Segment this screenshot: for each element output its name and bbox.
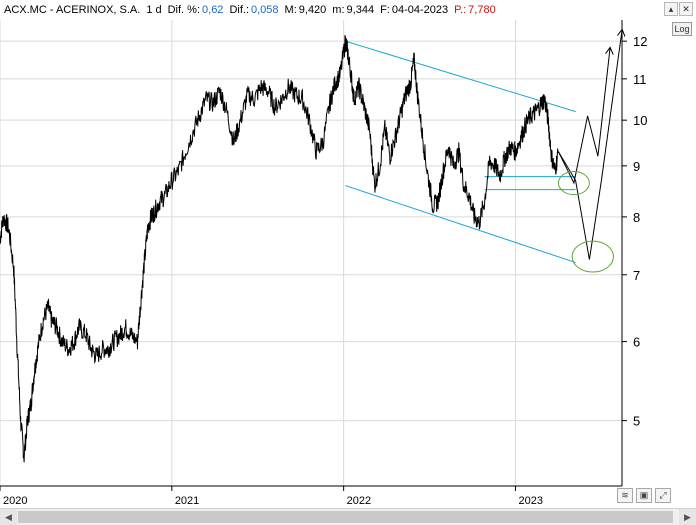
y-tick-label: 12 [633, 34, 647, 49]
channel-upper-line [345, 40, 576, 113]
date-label: F: [380, 4, 390, 16]
compress-icon[interactable]: ≋ [617, 488, 633, 503]
collapse-up-icon[interactable]: ▴ [664, 2, 678, 16]
y-tick-label: 11 [633, 72, 647, 87]
projection-arrow [557, 30, 622, 260]
target-circle [571, 240, 614, 273]
date-value: 04-04-2023 [391, 4, 449, 16]
y-tick-label: 9 [633, 159, 640, 174]
scroll-thumb[interactable] [18, 511, 673, 523]
symbol-name: ACX.MC - ACERINOX, S.A. [4, 4, 141, 16]
chart-tools: ≋ ▣ ⤢ [617, 488, 671, 503]
dif-pct-value: 0,62 [202, 4, 224, 16]
close-icon[interactable]: ✕ [679, 2, 693, 16]
save-icon[interactable]: ▣ [636, 488, 652, 503]
y-tick-label: 8 [633, 210, 640, 225]
window-controls: ▴ ✕ [664, 2, 693, 16]
x-tick-label: 2020 [3, 495, 27, 507]
interval-label: 1 d [146, 4, 162, 16]
scroll-left-icon[interactable]: ◀ [0, 509, 17, 525]
dif-value: 0,058 [251, 4, 279, 16]
max-value: 9,420 [298, 4, 327, 16]
y-tick-label: 7 [633, 268, 640, 283]
horizontal-scrollbar[interactable]: ◀ ▶ [0, 508, 696, 525]
price-chart[interactable]: 2020 2021 2022 2023 12 11 10 9 8 7 6 5 [0, 20, 696, 508]
min-value: 9,344 [346, 4, 375, 16]
dif-label: Dif.: [229, 4, 249, 16]
price-label: P.: [454, 4, 467, 16]
x-tick-label: 2021 [175, 495, 199, 507]
max-label: M: [284, 4, 297, 16]
y-tick-label: 10 [633, 113, 647, 128]
min-label: m: [332, 4, 345, 16]
price-value: 7,780 [468, 4, 496, 16]
expand-icon[interactable]: ⤢ [655, 488, 671, 503]
chart-header: ACX.MC - ACERINOX, S.A. 1 d Dif. %: 0,62… [0, 0, 696, 20]
x-tick-label: 2023 [518, 495, 542, 507]
channel-lower-line [345, 185, 576, 264]
dif-pct-label: Dif. %: [167, 4, 201, 16]
price-series-line [0, 34, 559, 463]
log-scale-button[interactable]: Log [672, 22, 692, 36]
x-tick-label: 2022 [347, 495, 371, 507]
projection-arrow [557, 48, 610, 185]
y-tick-label: 5 [633, 414, 640, 429]
scroll-right-icon[interactable]: ▶ [679, 509, 696, 525]
y-tick-label: 6 [633, 335, 640, 350]
target-circle [557, 170, 590, 196]
